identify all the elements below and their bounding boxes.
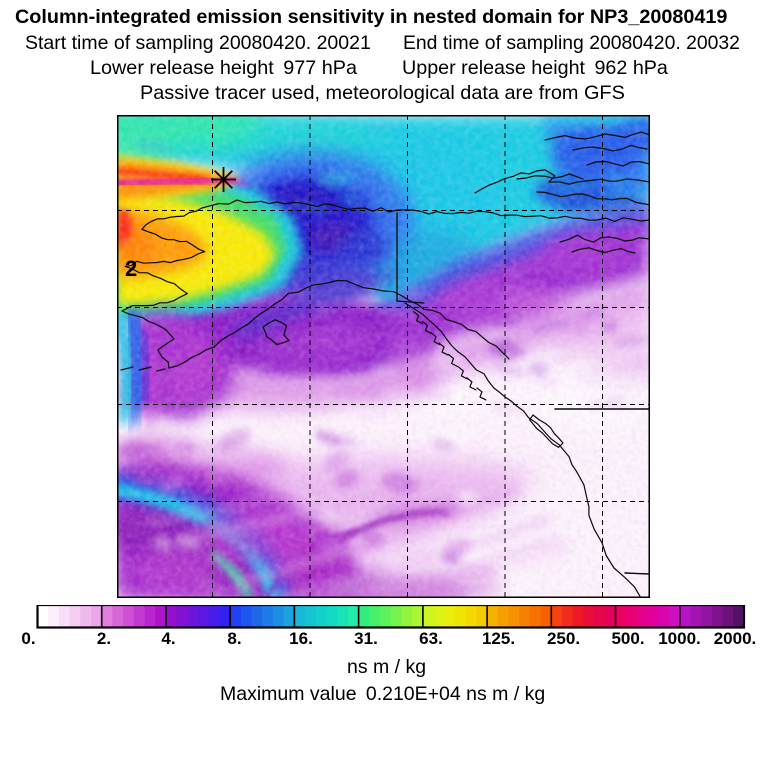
svg-text:2: 2 — [125, 256, 137, 281]
